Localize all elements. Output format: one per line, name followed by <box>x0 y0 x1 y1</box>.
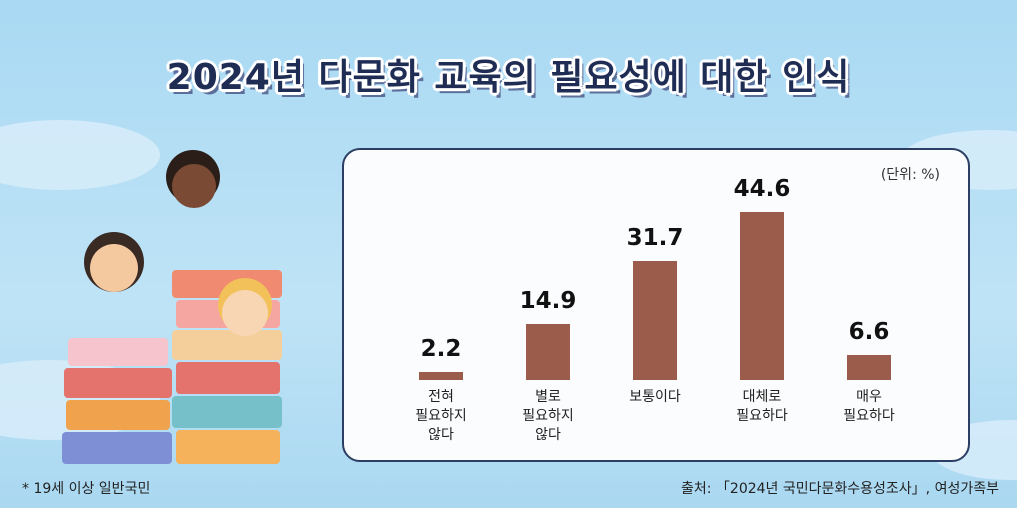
book <box>62 432 172 464</box>
chart-panel: (단위: %) 2.2 전혀 필요하지 않다 14.9 별로 필요하지 않다 31.7 보… <box>342 148 970 462</box>
x-tick-label: 보통이다 <box>629 389 681 405</box>
bar <box>633 260 677 380</box>
x-tick-label: 대체로 필요하다 <box>736 389 788 424</box>
data-label: 44.6 <box>733 176 791 202</box>
data-label: 14.9 <box>519 287 577 314</box>
data-label: 6.6 <box>848 319 890 346</box>
bar <box>847 355 891 380</box>
book <box>64 368 172 398</box>
child <box>222 290 268 336</box>
x-tick-label: 전혀 필요하지 않다 <box>415 389 467 443</box>
cloud <box>0 120 160 190</box>
x-tick-label: 매우 필요하다 <box>843 389 895 424</box>
footnote: * 19세 이상 일반국민 <box>22 481 151 497</box>
book <box>68 338 168 366</box>
data-label: 2.2 <box>420 335 462 362</box>
bar <box>740 212 784 380</box>
x-tick-label: 별로 필요하지 않다 <box>522 389 574 443</box>
chart-title: 2024년 다문화 교육의 필요성에 대한 인식 <box>166 57 851 98</box>
child <box>90 244 138 292</box>
book <box>176 362 280 394</box>
book <box>172 396 282 428</box>
source: 출처: 「2024년 국민다문화수용성조사」, 여성가족부 <box>681 481 999 497</box>
bar <box>526 323 570 380</box>
book <box>66 400 170 430</box>
book <box>176 430 280 464</box>
bar <box>419 371 463 380</box>
unit-label: (단위: %) <box>880 167 940 183</box>
child <box>172 164 216 208</box>
data-label: 31.7 <box>626 224 684 251</box>
book <box>172 330 282 360</box>
